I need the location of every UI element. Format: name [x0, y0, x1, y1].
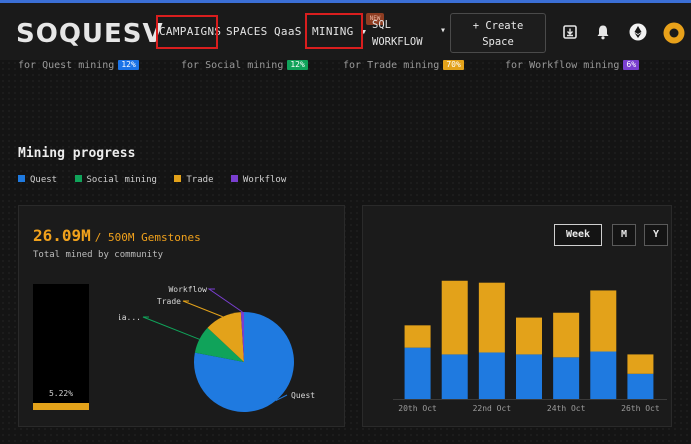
x-tick-label: 20th Oct — [398, 404, 437, 413]
bar-segment-trade[interactable] — [553, 312, 580, 358]
legend-item-social: Social mining — [74, 175, 157, 185]
pie-leader-line — [207, 288, 243, 313]
ticker-badge: 70% — [443, 60, 464, 70]
legend-item-workflow: Workflow — [230, 175, 287, 185]
legend-label: Workflow — [242, 175, 287, 185]
period-week-button[interactable]: Week — [554, 224, 602, 246]
wallet-icon[interactable] — [663, 22, 685, 44]
mined-cap: / 500M Gemstones — [94, 231, 201, 244]
nav-sql-line1: SQL — [372, 19, 391, 31]
ticker-item-social: for Social mining 12% — [181, 60, 308, 71]
app-logo[interactable]: SOQUESV — [16, 19, 164, 49]
download-icon[interactable] — [561, 23, 579, 41]
bar-segment-trade[interactable] — [404, 325, 431, 348]
total-mined-panel: 26.09M/ 500M Gemstones Total mined by co… — [18, 205, 345, 427]
legend-swatch — [174, 175, 182, 182]
legend-label: Quest — [30, 175, 58, 185]
bar-segment-quest[interactable] — [553, 357, 580, 399]
nav-qaas[interactable]: QaaS — [274, 25, 302, 38]
bar-segment-quest[interactable] — [516, 354, 542, 399]
pie-leader-line — [142, 316, 200, 340]
highlight-box-campaigns — [156, 15, 218, 49]
pie-slice-social-mining[interactable] — [194, 327, 244, 362]
progress-percent: 5.22% — [48, 389, 74, 398]
create-space-line2: Space — [482, 36, 514, 48]
ticker-label: for Social mining — [181, 60, 284, 71]
pie-label: Socia... — [119, 313, 141, 322]
bar-segment-quest[interactable] — [478, 352, 505, 399]
nav-mining[interactable]: MINING ▾ — [312, 25, 367, 38]
ticker-label: for Workflow mining — [505, 60, 620, 71]
ticker-item-workflow: for Workflow mining 6% — [505, 60, 640, 71]
chevron-down-icon[interactable]: ▾ — [440, 25, 447, 36]
bar-segment-quest[interactable] — [627, 373, 654, 399]
bar-segment-trade[interactable] — [478, 282, 505, 353]
bar-segment-quest[interactable] — [441, 354, 468, 399]
top-nav-bar: SOQUESV CAMPAIGNS SPACES QaaS MINING ▾ N… — [0, 0, 691, 60]
create-space-line1: + Create — [472, 20, 524, 32]
section-title: Mining progress — [18, 146, 136, 161]
ticker-item-quest: for Quest mining 12% — [18, 60, 139, 71]
pie-label: Quest — [291, 391, 315, 400]
legend: Quest Social mining Trade Workflow — [18, 175, 298, 185]
legend-swatch — [230, 175, 238, 182]
pie-slice-workflow[interactable] — [240, 312, 244, 362]
bar-segment-trade[interactable] — [590, 290, 617, 352]
x-tick-label: 22nd Oct — [473, 404, 512, 413]
legend-swatch — [18, 175, 25, 182]
nav-sql-line2: WORKFLOW — [372, 36, 423, 48]
mining-allocation-ticker: for Quest mining 12% for Social mining 12%… — [0, 60, 691, 74]
x-tick-label: 24th Oct — [547, 404, 586, 413]
legend-label: Trade — [186, 175, 214, 185]
ticker-badge: 12% — [287, 60, 308, 70]
bar-segment-trade[interactable] — [441, 280, 468, 355]
bar-segment-quest[interactable] — [404, 347, 431, 399]
legend-item-trade: Trade — [174, 175, 213, 185]
nav-spaces[interactable]: SPACES — [226, 25, 268, 38]
mining-pie-chart: Quest Socia... Trade Workflow — [119, 285, 315, 412]
pie-slice-trade[interactable] — [207, 312, 244, 362]
mined-caption: Total mined by community — [33, 250, 164, 260]
bar-segment-trade[interactable] — [516, 317, 542, 355]
highlight-box-mining — [305, 13, 363, 49]
bell-icon[interactable] — [594, 23, 612, 41]
ticker-label: for Trade mining — [343, 60, 440, 71]
new-badge: NEW — [366, 13, 384, 25]
ticker-badge: 12% — [118, 60, 139, 70]
period-month-button[interactable]: M — [612, 224, 636, 246]
period-year-button[interactable]: Y — [644, 224, 668, 246]
bar-segment-trade[interactable] — [627, 354, 654, 374]
x-tick-label: 26th Oct — [621, 404, 660, 413]
nav-mining-label: MINING — [312, 25, 354, 38]
legend-label: Social mining — [86, 175, 157, 185]
nav-sql-workflow[interactable]: SQL WORKFLOW — [372, 17, 423, 51]
ticker-item-trade: for Trade mining 70% — [343, 60, 464, 71]
ticker-badge: 6% — [623, 60, 640, 70]
bar-segment-quest[interactable] — [590, 351, 617, 399]
daily-mining-panel: Week M Y 20th Oct 22nd Oct 24th Oct 26th Oc… — [362, 205, 672, 427]
stacked-bar-chart: 20th Oct 22nd Oct 24th Oct 26th Oct — [393, 280, 667, 413]
progress-bar-fill — [33, 403, 89, 410]
pie-leader-line — [275, 394, 288, 401]
legend-swatch — [74, 175, 82, 182]
pie-leader-line — [182, 300, 223, 318]
mined-total: 26.09M/ 500M Gemstones — [33, 226, 201, 245]
ticker-label: for Quest mining — [18, 60, 115, 71]
legend-item-quest: Quest — [18, 175, 57, 185]
chevron-down-icon: ▾ — [360, 25, 368, 38]
ethereum-icon[interactable] — [629, 23, 647, 41]
mining-progress-bar: 5.22% — [33, 284, 89, 410]
nav-campaigns[interactable]: CAMPAIGNS — [159, 25, 222, 38]
pie-label: Workflow — [168, 285, 207, 294]
mined-value: 26.09M — [33, 226, 91, 245]
create-space-button[interactable]: + Create Space — [450, 13, 546, 53]
pie-label: Trade — [157, 297, 181, 306]
